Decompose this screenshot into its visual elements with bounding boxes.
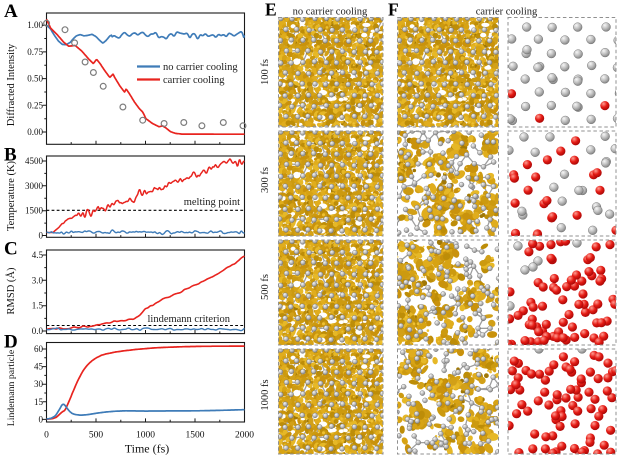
svg-text:1000 fs: 1000 fs — [260, 379, 271, 410]
svg-text:3000: 3000 — [25, 181, 44, 191]
svg-text:0.25: 0.25 — [27, 100, 43, 110]
svg-text:100 fs: 100 fs — [260, 59, 271, 85]
svg-text:60: 60 — [34, 344, 44, 354]
svg-text:300 fs: 300 fs — [260, 167, 271, 193]
svg-text:melting point: melting point — [184, 197, 240, 208]
svg-text:1.5: 1.5 — [32, 301, 44, 311]
svg-text:30: 30 — [34, 379, 44, 389]
svg-text:C: C — [4, 239, 18, 260]
svg-text:A: A — [4, 1, 18, 22]
svg-text:4.5: 4.5 — [32, 250, 44, 260]
svg-text:0.50: 0.50 — [27, 74, 43, 84]
svg-text:RMSD (Å): RMSD (Å) — [5, 267, 17, 314]
svg-text:0: 0 — [44, 431, 49, 441]
svg-text:2000: 2000 — [235, 431, 254, 441]
svg-text:D: D — [4, 332, 18, 353]
svg-text:1500: 1500 — [25, 206, 44, 216]
svg-text:no carrier cooling: no carrier cooling — [293, 7, 368, 18]
svg-text:0.0: 0.0 — [32, 326, 44, 336]
svg-text:3.0: 3.0 — [32, 275, 44, 285]
svg-text:Lindemann particle: Lindemann particle — [6, 349, 17, 426]
svg-text:lindemann criterion: lindemann criterion — [147, 314, 230, 325]
svg-text:1.00: 1.00 — [27, 20, 43, 30]
svg-text:500 fs: 500 fs — [260, 274, 271, 300]
svg-text:Diffracted Intensity: Diffracted Intensity — [6, 43, 17, 126]
svg-text:1500: 1500 — [186, 431, 205, 441]
svg-text:carrier cooling: carrier cooling — [476, 7, 538, 18]
svg-text:0: 0 — [39, 414, 44, 424]
svg-text:no carrier cooling: no carrier cooling — [163, 62, 238, 73]
svg-text:B: B — [4, 145, 17, 166]
svg-text:15: 15 — [34, 397, 44, 407]
svg-text:0: 0 — [39, 231, 44, 241]
svg-text:4500: 4500 — [25, 156, 44, 166]
svg-text:0.75: 0.75 — [27, 47, 43, 57]
svg-text:E: E — [265, 0, 277, 20]
svg-text:Temperature (K): Temperature (K) — [6, 160, 17, 231]
svg-text:500: 500 — [89, 431, 104, 441]
svg-text:0.00: 0.00 — [27, 127, 43, 137]
svg-text:1000: 1000 — [136, 431, 155, 441]
svg-text:45: 45 — [34, 362, 44, 372]
svg-text:Time (fs): Time (fs) — [125, 442, 170, 456]
svg-text:F: F — [388, 0, 399, 20]
svg-text:carrier cooling: carrier cooling — [163, 75, 225, 86]
